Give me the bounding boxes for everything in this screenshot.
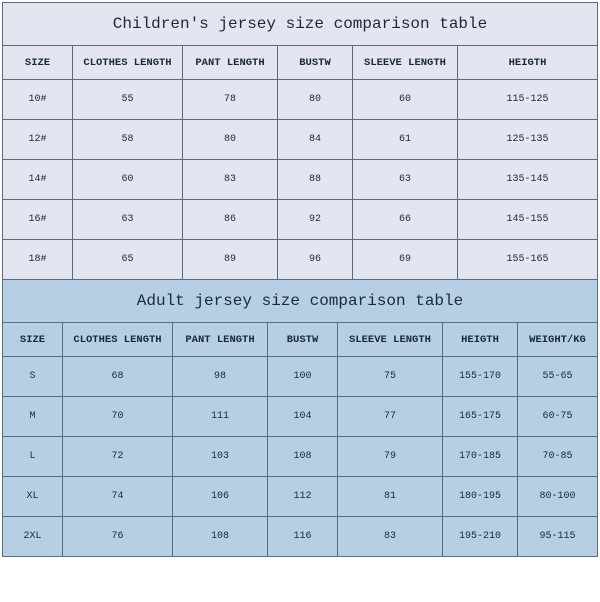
cell: 80 bbox=[278, 80, 353, 120]
cell: 72 bbox=[63, 437, 173, 477]
cell: 81 bbox=[338, 477, 443, 517]
cell: 14# bbox=[3, 160, 73, 200]
cell: 155-165 bbox=[458, 240, 598, 280]
col-header: SLEEVE LENGTH bbox=[353, 46, 458, 80]
cell: 12# bbox=[3, 120, 73, 160]
cell: 115-125 bbox=[458, 80, 598, 120]
cell: 69 bbox=[353, 240, 458, 280]
cell: 83 bbox=[338, 517, 443, 557]
table-row: M 70 111 104 77 165-175 60-75 bbox=[3, 397, 598, 437]
cell: 18# bbox=[3, 240, 73, 280]
cell: 83 bbox=[183, 160, 278, 200]
cell: 70 bbox=[63, 397, 173, 437]
cell: 86 bbox=[183, 200, 278, 240]
cell: 2XL bbox=[3, 517, 63, 557]
col-header: PANT LENGTH bbox=[183, 46, 278, 80]
cell: 58 bbox=[73, 120, 183, 160]
cell: 75 bbox=[338, 357, 443, 397]
cell: 88 bbox=[278, 160, 353, 200]
cell: 108 bbox=[268, 437, 338, 477]
cell: 63 bbox=[353, 160, 458, 200]
table-row: L 72 103 108 79 170-185 70-85 bbox=[3, 437, 598, 477]
table-row: S 68 98 100 75 155-170 55-65 bbox=[3, 357, 598, 397]
cell: 103 bbox=[173, 437, 268, 477]
cell: 70-85 bbox=[518, 437, 598, 477]
col-header: HEIGTH bbox=[458, 46, 598, 80]
col-header: SIZE bbox=[3, 323, 63, 357]
cell: 95-115 bbox=[518, 517, 598, 557]
cell: 77 bbox=[338, 397, 443, 437]
cell: 60-75 bbox=[518, 397, 598, 437]
cell: 61 bbox=[353, 120, 458, 160]
cell: 74 bbox=[63, 477, 173, 517]
cell: 16# bbox=[3, 200, 73, 240]
cell: 195-210 bbox=[443, 517, 518, 557]
cell: 170-185 bbox=[443, 437, 518, 477]
cell: 76 bbox=[63, 517, 173, 557]
cell: 98 bbox=[173, 357, 268, 397]
cell: 155-170 bbox=[443, 357, 518, 397]
col-header: CLOTHES LENGTH bbox=[73, 46, 183, 80]
table-row: XL 74 106 112 81 180-195 80-100 bbox=[3, 477, 598, 517]
cell: 10# bbox=[3, 80, 73, 120]
cell: 55-65 bbox=[518, 357, 598, 397]
cell: 135-145 bbox=[458, 160, 598, 200]
col-header: CLOTHES LENGTH bbox=[63, 323, 173, 357]
children-table-title: Children's jersey size comparison table bbox=[3, 3, 598, 46]
col-header: PANT LENGTH bbox=[173, 323, 268, 357]
cell: M bbox=[3, 397, 63, 437]
cell: 84 bbox=[278, 120, 353, 160]
cell: 55 bbox=[73, 80, 183, 120]
cell: 96 bbox=[278, 240, 353, 280]
cell: 116 bbox=[268, 517, 338, 557]
cell: 63 bbox=[73, 200, 183, 240]
cell: 106 bbox=[173, 477, 268, 517]
table-row: 16# 63 86 92 66 145-155 bbox=[3, 200, 598, 240]
cell: L bbox=[3, 437, 63, 477]
table-row: 18# 65 89 96 69 155-165 bbox=[3, 240, 598, 280]
table-row: 14# 60 83 88 63 135-145 bbox=[3, 160, 598, 200]
cell: 112 bbox=[268, 477, 338, 517]
cell: 100 bbox=[268, 357, 338, 397]
table-row: 10# 55 78 80 60 115-125 bbox=[3, 80, 598, 120]
cell: 78 bbox=[183, 80, 278, 120]
col-header: WEIGHT/KG bbox=[518, 323, 598, 357]
cell: 104 bbox=[268, 397, 338, 437]
cell: 165-175 bbox=[443, 397, 518, 437]
cell: 111 bbox=[173, 397, 268, 437]
adult-table-title: Adult jersey size comparison table bbox=[3, 280, 598, 323]
cell: 180-195 bbox=[443, 477, 518, 517]
adult-header-row: SIZE CLOTHES LENGTH PANT LENGTH BUSTW SL… bbox=[3, 323, 598, 357]
children-header-row: SIZE CLOTHES LENGTH PANT LENGTH BUSTW SL… bbox=[3, 46, 598, 80]
cell: 60 bbox=[353, 80, 458, 120]
cell: 108 bbox=[173, 517, 268, 557]
cell: 65 bbox=[73, 240, 183, 280]
size-tables-container: Children's jersey size comparison table … bbox=[2, 2, 598, 557]
cell: 60 bbox=[73, 160, 183, 200]
col-header: SIZE bbox=[3, 46, 73, 80]
cell: 89 bbox=[183, 240, 278, 280]
col-header: BUSTW bbox=[268, 323, 338, 357]
col-header: SLEEVE LENGTH bbox=[338, 323, 443, 357]
cell: 80 bbox=[183, 120, 278, 160]
cell: 80-100 bbox=[518, 477, 598, 517]
cell: 68 bbox=[63, 357, 173, 397]
cell: 79 bbox=[338, 437, 443, 477]
table-row: 12# 58 80 84 61 125-135 bbox=[3, 120, 598, 160]
cell: 92 bbox=[278, 200, 353, 240]
col-header: HEIGTH bbox=[443, 323, 518, 357]
cell: XL bbox=[3, 477, 63, 517]
cell: S bbox=[3, 357, 63, 397]
table-row: 2XL 76 108 116 83 195-210 95-115 bbox=[3, 517, 598, 557]
cell: 145-155 bbox=[458, 200, 598, 240]
cell: 125-135 bbox=[458, 120, 598, 160]
col-header: BUSTW bbox=[278, 46, 353, 80]
cell: 66 bbox=[353, 200, 458, 240]
